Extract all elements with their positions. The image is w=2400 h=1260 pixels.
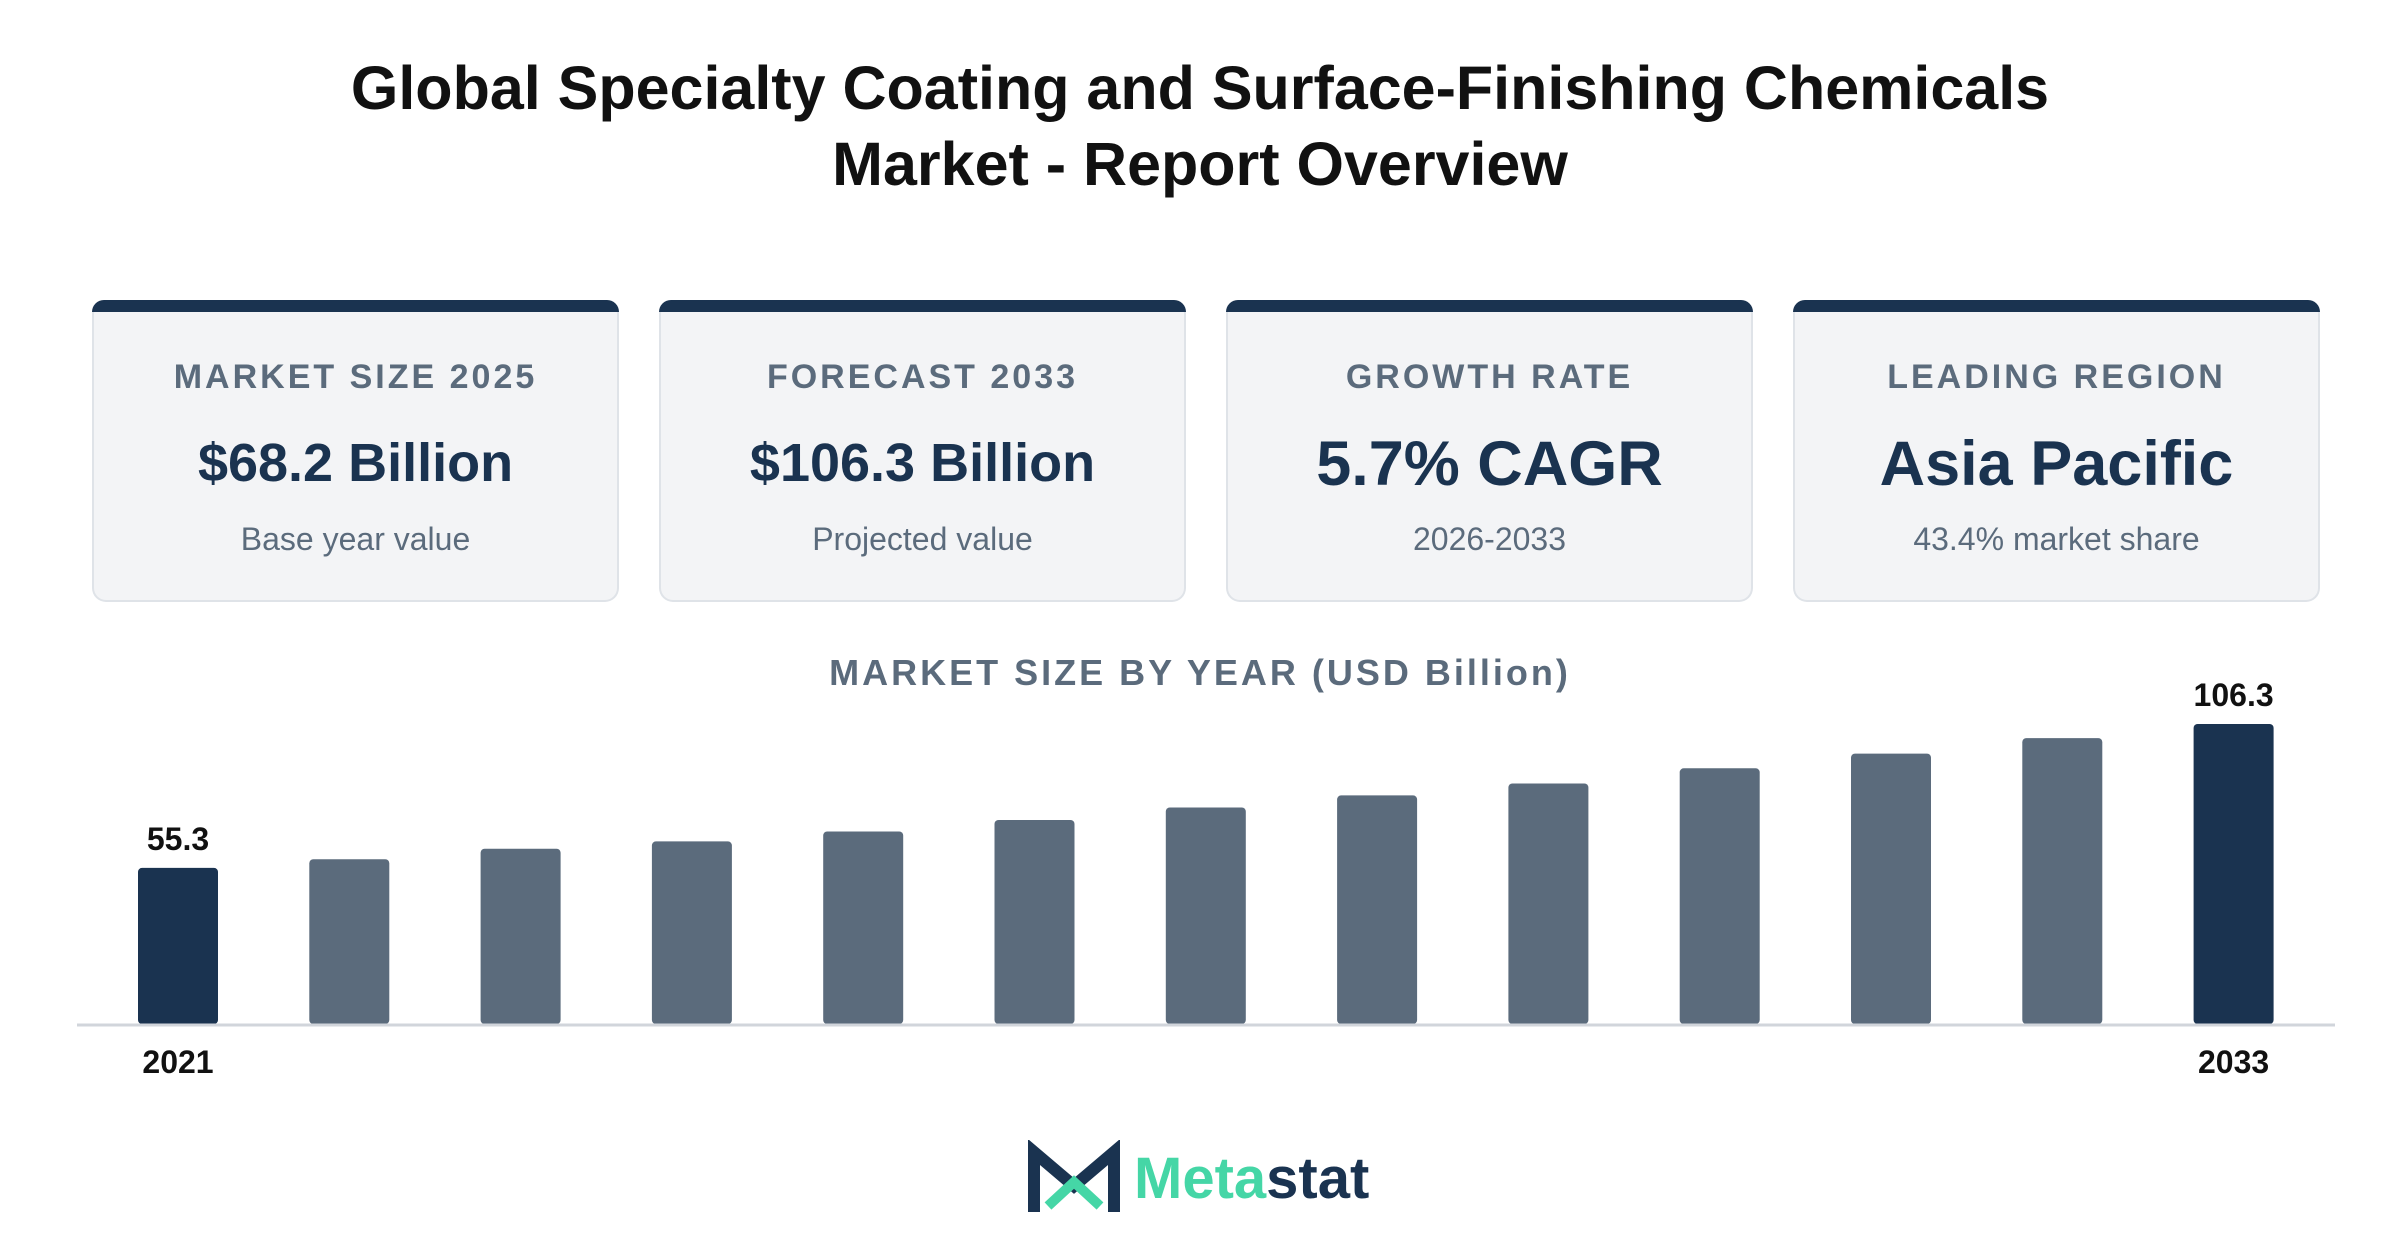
bar-2024 <box>651 841 732 1024</box>
stat-card-market-size: MARKET SIZE 2025 $68.2 Billion Base year… <box>92 300 619 602</box>
metastat-logo-icon <box>1028 1140 1120 1212</box>
bar-2022 <box>309 859 390 1024</box>
card-subtext: 43.4% market share <box>1913 521 2200 557</box>
title-line-1: Global Specialty Coating and Surface-Fin… <box>350 54 2050 122</box>
card-value: 5.7% CAGR <box>1316 429 1663 499</box>
bar-2027 <box>1165 807 1246 1024</box>
card-label: GROWTH RATE <box>1345 358 1634 396</box>
bar-2029 <box>1508 783 1589 1024</box>
metastat-logo: Metastat <box>1026 1140 1396 1220</box>
card-subtext: Base year value <box>240 521 471 557</box>
market-size-bar-chart: 55.3 2021 106.3 2033 <box>77 677 2335 1080</box>
card-subtext: Projected value <box>812 521 1033 557</box>
card-accent-bar <box>1226 300 1753 312</box>
card-accent-bar <box>92 300 619 312</box>
card-label: FORECAST 2033 <box>766 358 1079 396</box>
page-title: Global Specialty Coating and Surface-Fin… <box>0 50 2400 202</box>
stat-card-forecast: FORECAST 2033 $106.3 Billion Projected v… <box>659 300 1186 602</box>
bar-2023 <box>480 848 561 1024</box>
value-label-2033: 106.3 <box>2194 677 2274 713</box>
title-line-2: Market - Report Overview <box>832 130 1568 198</box>
stat-card-leading-region: LEADING REGION Asia Pacific 43.4% market… <box>1793 300 2320 602</box>
card-label: LEADING REGION <box>1887 358 2226 396</box>
x-tick-label-2033: 2033 <box>2198 1044 2269 1080</box>
bar-2021 <box>138 867 218 1024</box>
logo-wordmark-stat: stat <box>1266 1146 1370 1211</box>
stat-card-growth-rate: GROWTH RATE 5.7% CAGR 2026-2033 <box>1226 300 1753 602</box>
bar-2025 <box>823 831 904 1024</box>
card-value: $106.3 Billion <box>749 433 1096 493</box>
bar-2033 <box>2193 724 2274 1024</box>
card-subtext: 2026-2033 <box>1412 521 1567 557</box>
bar-2028 <box>1337 795 1418 1024</box>
value-label-2021: 55.3 <box>147 821 209 857</box>
logo-wordmark-meta: Meta <box>1134 1146 1267 1211</box>
logo-wordmark: Metastat <box>1134 1146 1369 1212</box>
bar-2031 <box>1851 753 1931 1024</box>
card-accent-bar <box>659 300 1186 312</box>
card-value: $68.2 Billion <box>197 433 514 493</box>
bar-2026 <box>994 820 1075 1024</box>
bar-2030 <box>1679 768 1760 1024</box>
bar-2032 <box>2022 738 2103 1024</box>
card-accent-bar <box>1793 300 2320 312</box>
card-label: MARKET SIZE 2025 <box>173 358 538 396</box>
card-value: Asia Pacific <box>1879 429 2234 499</box>
chart-title: MARKET SIZE BY YEAR (USD Billion) <box>829 652 1571 693</box>
x-tick-label-2021: 2021 <box>142 1044 213 1080</box>
